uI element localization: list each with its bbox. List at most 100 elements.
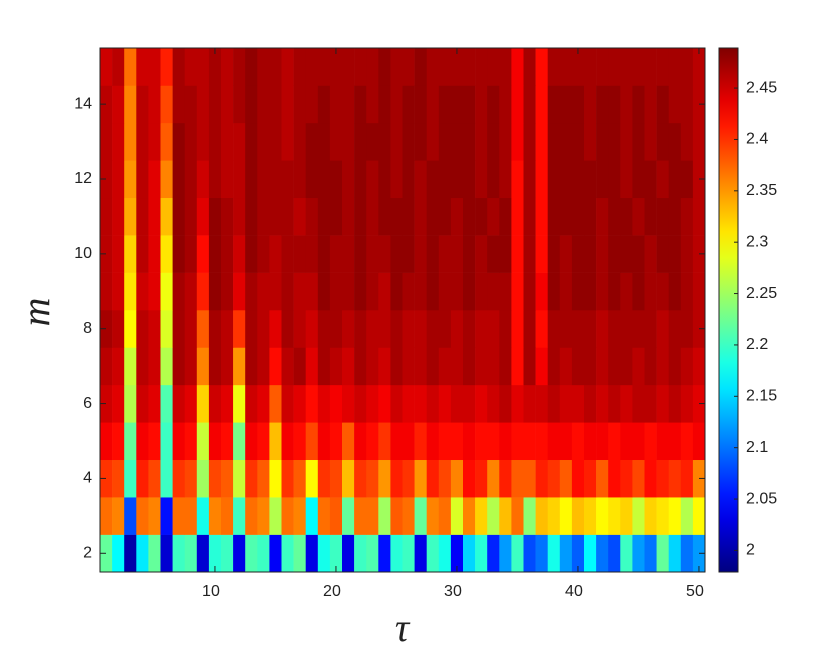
colorbar-tick-label: 2.2 <box>746 336 768 353</box>
heatmap-cell <box>463 48 476 86</box>
heatmap-cell <box>305 497 319 535</box>
heatmap-cell <box>257 272 270 311</box>
heatmap-cell <box>511 310 524 348</box>
heatmap-cell <box>426 384 440 423</box>
heatmap-cell <box>475 422 488 461</box>
heatmap-cell <box>329 85 343 124</box>
heatmap-cell <box>438 272 452 311</box>
heatmap-cell <box>668 85 682 124</box>
heatmap-cell <box>184 310 198 348</box>
heatmap-cell <box>463 197 476 236</box>
heatmap-cell <box>196 235 210 273</box>
heatmap-cell <box>124 310 137 348</box>
heatmap-cell <box>632 160 645 199</box>
heatmap-cell <box>547 384 561 423</box>
heatmap-cell <box>124 235 137 273</box>
heatmap-cell <box>426 347 440 386</box>
heatmap-cell <box>692 422 706 461</box>
heatmap-cell <box>402 384 415 423</box>
heatmap-cell <box>233 534 246 573</box>
heatmap-cell <box>571 422 585 461</box>
heatmap-cell <box>233 272 246 311</box>
heatmap-cell <box>487 459 500 498</box>
heatmap-cell <box>644 422 657 461</box>
heatmap-cell <box>257 310 270 348</box>
heatmap-cell <box>354 160 367 199</box>
heatmap-cell <box>463 534 476 573</box>
heatmap-cell <box>208 122 222 161</box>
heatmap-cell <box>656 459 669 498</box>
heatmap-cell <box>329 272 343 311</box>
heatmap-cell <box>475 347 488 386</box>
heatmap-cell <box>656 48 669 86</box>
heatmap-cell <box>620 272 633 311</box>
heatmap-cell <box>329 422 343 461</box>
heatmap-cell <box>329 197 343 236</box>
heatmap-cell <box>402 235 415 273</box>
heatmap-cell <box>450 160 464 199</box>
heatmap-cell <box>245 197 258 236</box>
heatmap-cell <box>426 197 440 236</box>
heatmap-cell <box>329 48 343 86</box>
heatmap-cell <box>463 122 476 161</box>
heatmap-cell <box>124 122 137 161</box>
heatmap-cell <box>354 272 367 311</box>
heatmap-cell <box>305 310 319 348</box>
heatmap-cell <box>269 347 282 386</box>
heatmap-cell <box>584 422 597 461</box>
heatmap-cell <box>378 347 391 386</box>
heatmap-cell <box>680 235 694 273</box>
heatmap-cell <box>196 459 210 498</box>
heatmap-cell <box>245 235 258 273</box>
heatmap-cell <box>463 272 476 311</box>
heatmap-cell <box>390 347 403 386</box>
heatmap-cell <box>221 422 234 461</box>
heatmap-cell <box>414 197 427 236</box>
heatmap-cell <box>305 197 319 236</box>
heatmap-cell <box>620 235 633 273</box>
heatmap-cell <box>366 310 379 348</box>
heatmap-cell <box>366 160 379 199</box>
heatmap-cell <box>438 384 452 423</box>
heatmap-cell <box>656 497 669 535</box>
heatmap-cell <box>293 459 306 498</box>
heatmap-cell <box>596 122 609 161</box>
heatmap-cell <box>124 384 137 423</box>
heatmap-cell <box>160 497 173 535</box>
heatmap-cell <box>692 272 706 311</box>
heatmap-cell <box>245 122 258 161</box>
heatmap-cell <box>632 197 645 236</box>
heatmap-cell <box>100 534 113 573</box>
heatmap-cell <box>644 459 657 498</box>
heatmap-cell <box>632 272 645 311</box>
heatmap-cell <box>208 534 222 573</box>
heatmap-cell <box>305 160 319 199</box>
heatmap-cell <box>184 122 198 161</box>
heatmap-cell <box>668 347 682 386</box>
heatmap-cell <box>475 122 488 161</box>
heatmap-cell <box>257 384 270 423</box>
y-tick-label: 10 <box>74 245 92 262</box>
heatmap-cell <box>644 384 657 423</box>
heatmap-cell <box>184 160 198 199</box>
heatmap-cell <box>257 85 270 124</box>
heatmap-cell <box>208 310 222 348</box>
heatmap-cell <box>644 272 657 311</box>
heatmap-cell <box>475 160 488 199</box>
heatmap-cell <box>354 459 367 498</box>
heatmap-cell <box>196 122 210 161</box>
heatmap-cell <box>269 422 282 461</box>
heatmap-cell <box>680 272 694 311</box>
heatmap-cell <box>293 122 306 161</box>
heatmap-cell <box>281 459 294 498</box>
heatmap-cell <box>148 534 161 573</box>
colorbar-tick-label: 2.45 <box>746 79 777 96</box>
heatmap-cell <box>547 459 561 498</box>
heatmap-cell <box>596 459 609 498</box>
heatmap-cell <box>366 347 379 386</box>
heatmap-cell <box>499 459 512 498</box>
heatmap-cell <box>656 534 669 573</box>
heatmap-cell <box>644 347 657 386</box>
heatmap-cell <box>245 422 258 461</box>
heatmap-cell <box>438 347 452 386</box>
